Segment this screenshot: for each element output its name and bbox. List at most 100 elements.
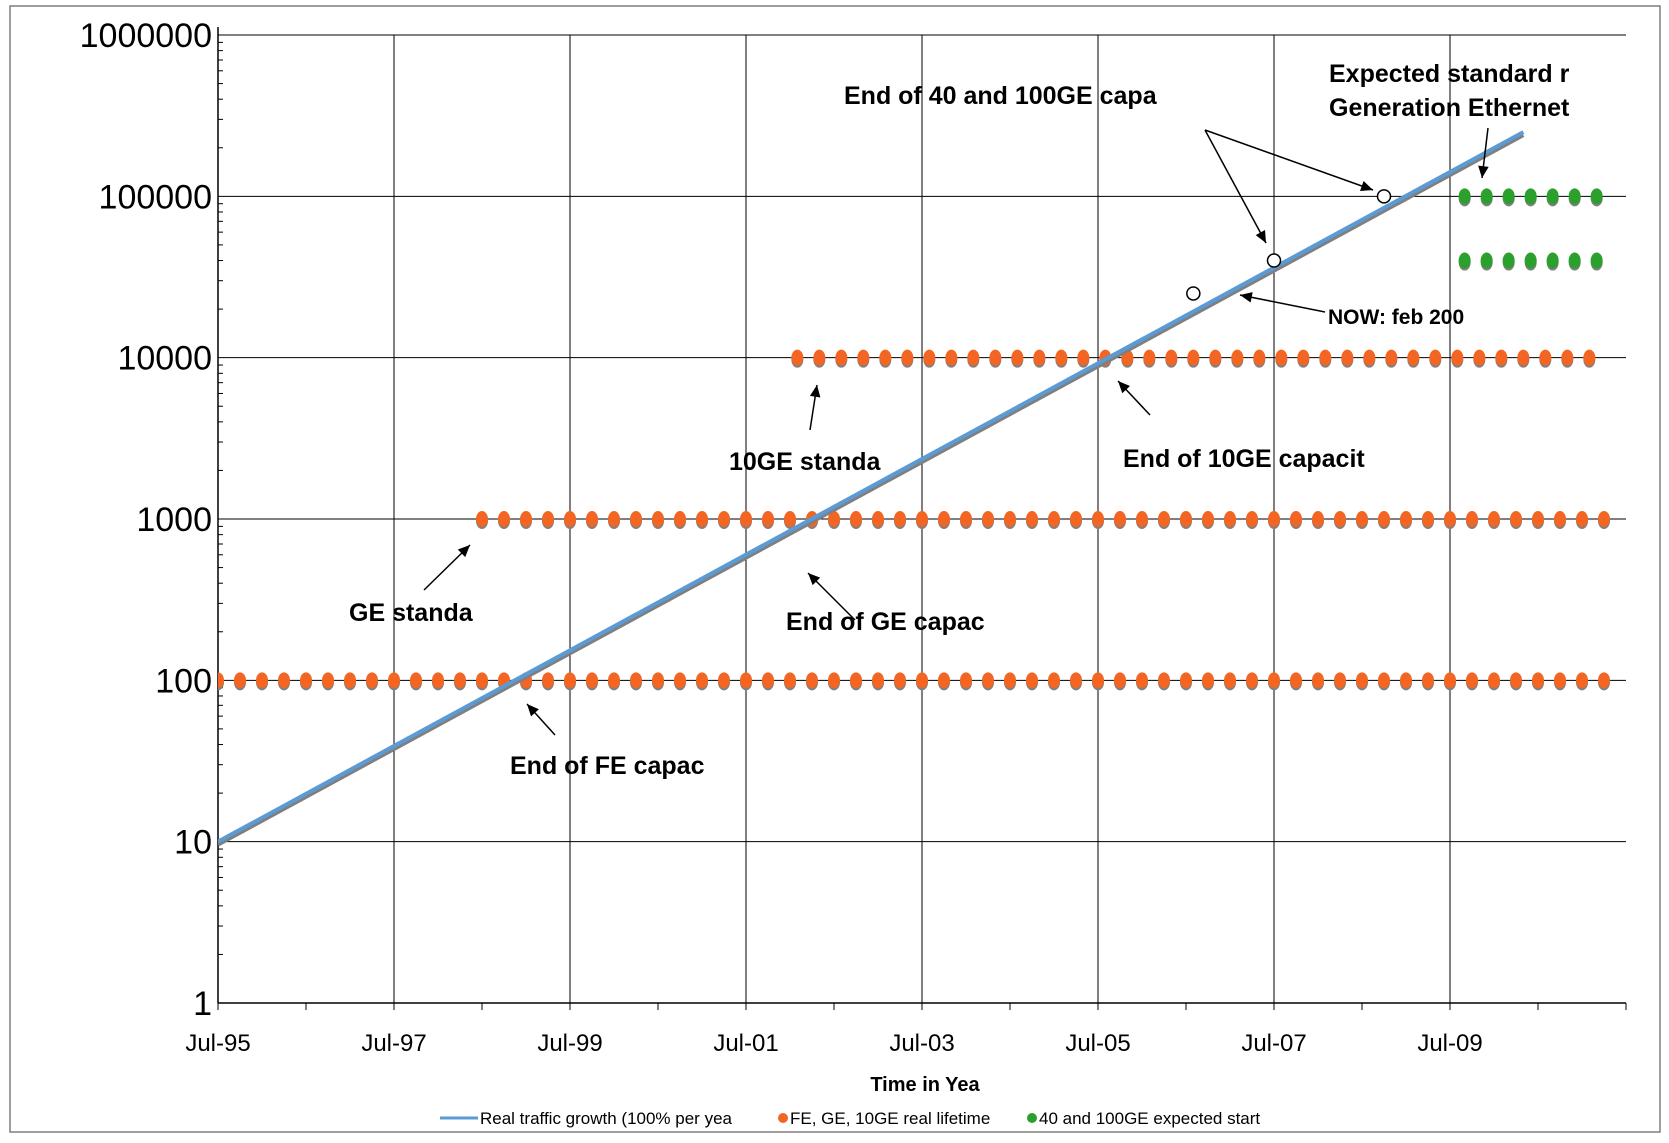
lifetime-dot [1055,349,1068,366]
lifetime-dot [828,511,840,527]
lifetime-dot [586,672,598,689]
lifetime-dot [300,672,312,689]
lifetime-dots [218,188,1610,691]
lifetime-dot [388,672,400,689]
y-tick-label: 1 [193,985,212,1023]
arrow-head [1255,230,1266,243]
lifetime-dot [1451,349,1464,366]
lifetime-dot [1136,672,1148,689]
lifetime-dot [923,349,936,366]
lifetime-dot [1202,672,1214,689]
lifetime-dot [894,672,906,689]
lifetime-dot [1554,672,1566,689]
lifetime-dot [1590,252,1603,269]
x-tick-label: Jul-07 [1241,1030,1306,1057]
x-tick-label: Jul-03 [889,1030,954,1057]
lifetime-dot [1444,511,1456,527]
lifetime-dot [1480,252,1493,269]
lifetime-dot [1590,188,1603,205]
lifetime-dot [1026,511,1038,527]
lifetime-dot [1180,672,1192,689]
lifetime-dot [784,511,796,527]
lifetime-dot [916,672,928,689]
lifetime-dot [476,672,488,689]
y-tick-label: 100000 [99,178,212,216]
annotations: End of FE capac GE standa End of GE capac 1… [349,60,1570,780]
arrow-head [809,385,821,398]
annotation-label: NOW: feb 200 [1328,306,1464,329]
lifetime-dot [1546,188,1559,205]
lifetime-dot [1576,511,1588,527]
lifetime-dot [1334,511,1346,527]
arrow-head [457,545,470,558]
lifetime-dot [432,672,444,689]
lifetime-dot [696,511,708,527]
lifetime-dot [1400,672,1412,689]
marker-point [1266,253,1282,268]
lifetime-dot [1539,349,1552,366]
x-tick-label: Jul-05 [1065,1030,1130,1057]
arrow-head [808,573,821,586]
lifetime-dot [1510,511,1522,527]
lifetime-dot [718,672,730,689]
lifetime-dot [1202,511,1214,527]
lifetime-dot [1576,672,1588,689]
lifetime-dot [1422,511,1434,527]
lifetime-dot [608,672,620,689]
lifetime-dot [1004,672,1016,689]
lifetime-dot [1290,672,1302,689]
lifetime-dot [894,511,906,527]
annotation-label: Generation Ethernet [1329,94,1570,122]
arrow-head [1478,165,1489,178]
tick-labels: 1 10 100 1000 10000 100000 1000000 Jul-95 Jul-97… [80,17,1483,1096]
arrow-head [1360,181,1373,191]
lifetime-dot [1510,672,1522,689]
lifetime-dot [586,511,598,527]
legend-swatch-dot-green [1027,1113,1037,1123]
legend-label: FE, GE, 10GE real lifetime [790,1109,990,1128]
legend-label: 40 and 100GE expected start [1039,1109,1260,1128]
lifetime-dot [989,349,1002,366]
lifetime-dot [234,672,246,689]
lifetime-dot [879,349,892,366]
lifetime-dot [1583,349,1596,366]
lifetime-dot [1532,511,1544,527]
lifetime-dot [872,672,884,689]
lifetime-dot [1480,188,1493,205]
lifetime-dot [410,672,422,689]
lifetime-dot [938,672,950,689]
lifetime-dot [1334,672,1346,689]
lifetime-dot [1246,672,1258,689]
lifetime-dot [1400,511,1412,527]
lifetime-dot [828,672,840,689]
lifetime-dot [740,511,752,527]
lifetime-dot [542,511,554,527]
lifetime-dot [1180,511,1192,527]
lifetime-dot [1407,349,1420,366]
lifetime-dot [1048,511,1060,527]
lifetime-dot [1363,349,1376,366]
lifetime-dot [652,672,664,689]
lifetime-dot [1268,672,1280,689]
lifetime-dot [520,511,532,527]
traffic-line-group [218,130,1525,847]
lifetime-dot [1143,349,1156,366]
lifetime-dot [938,511,950,527]
lifetime-dot [1458,252,1471,269]
traffic-growth-line [218,130,1525,844]
minor-ticks [217,41,1627,1010]
lifetime-dot [322,672,334,689]
lifetime-dot [1356,672,1368,689]
lifetime-dot [1561,349,1574,366]
x-tick-label: Jul-97 [361,1030,426,1057]
lifetime-dot [1319,349,1332,366]
lifetime-dot [982,511,994,527]
lifetime-dot [498,511,510,527]
lifetime-dot [960,511,972,527]
lifetime-dot [945,349,958,366]
lifetime-dot [1092,511,1104,527]
lifetime-dot [762,672,774,689]
lifetime-dot [806,672,818,689]
arrow-head [1240,292,1253,303]
